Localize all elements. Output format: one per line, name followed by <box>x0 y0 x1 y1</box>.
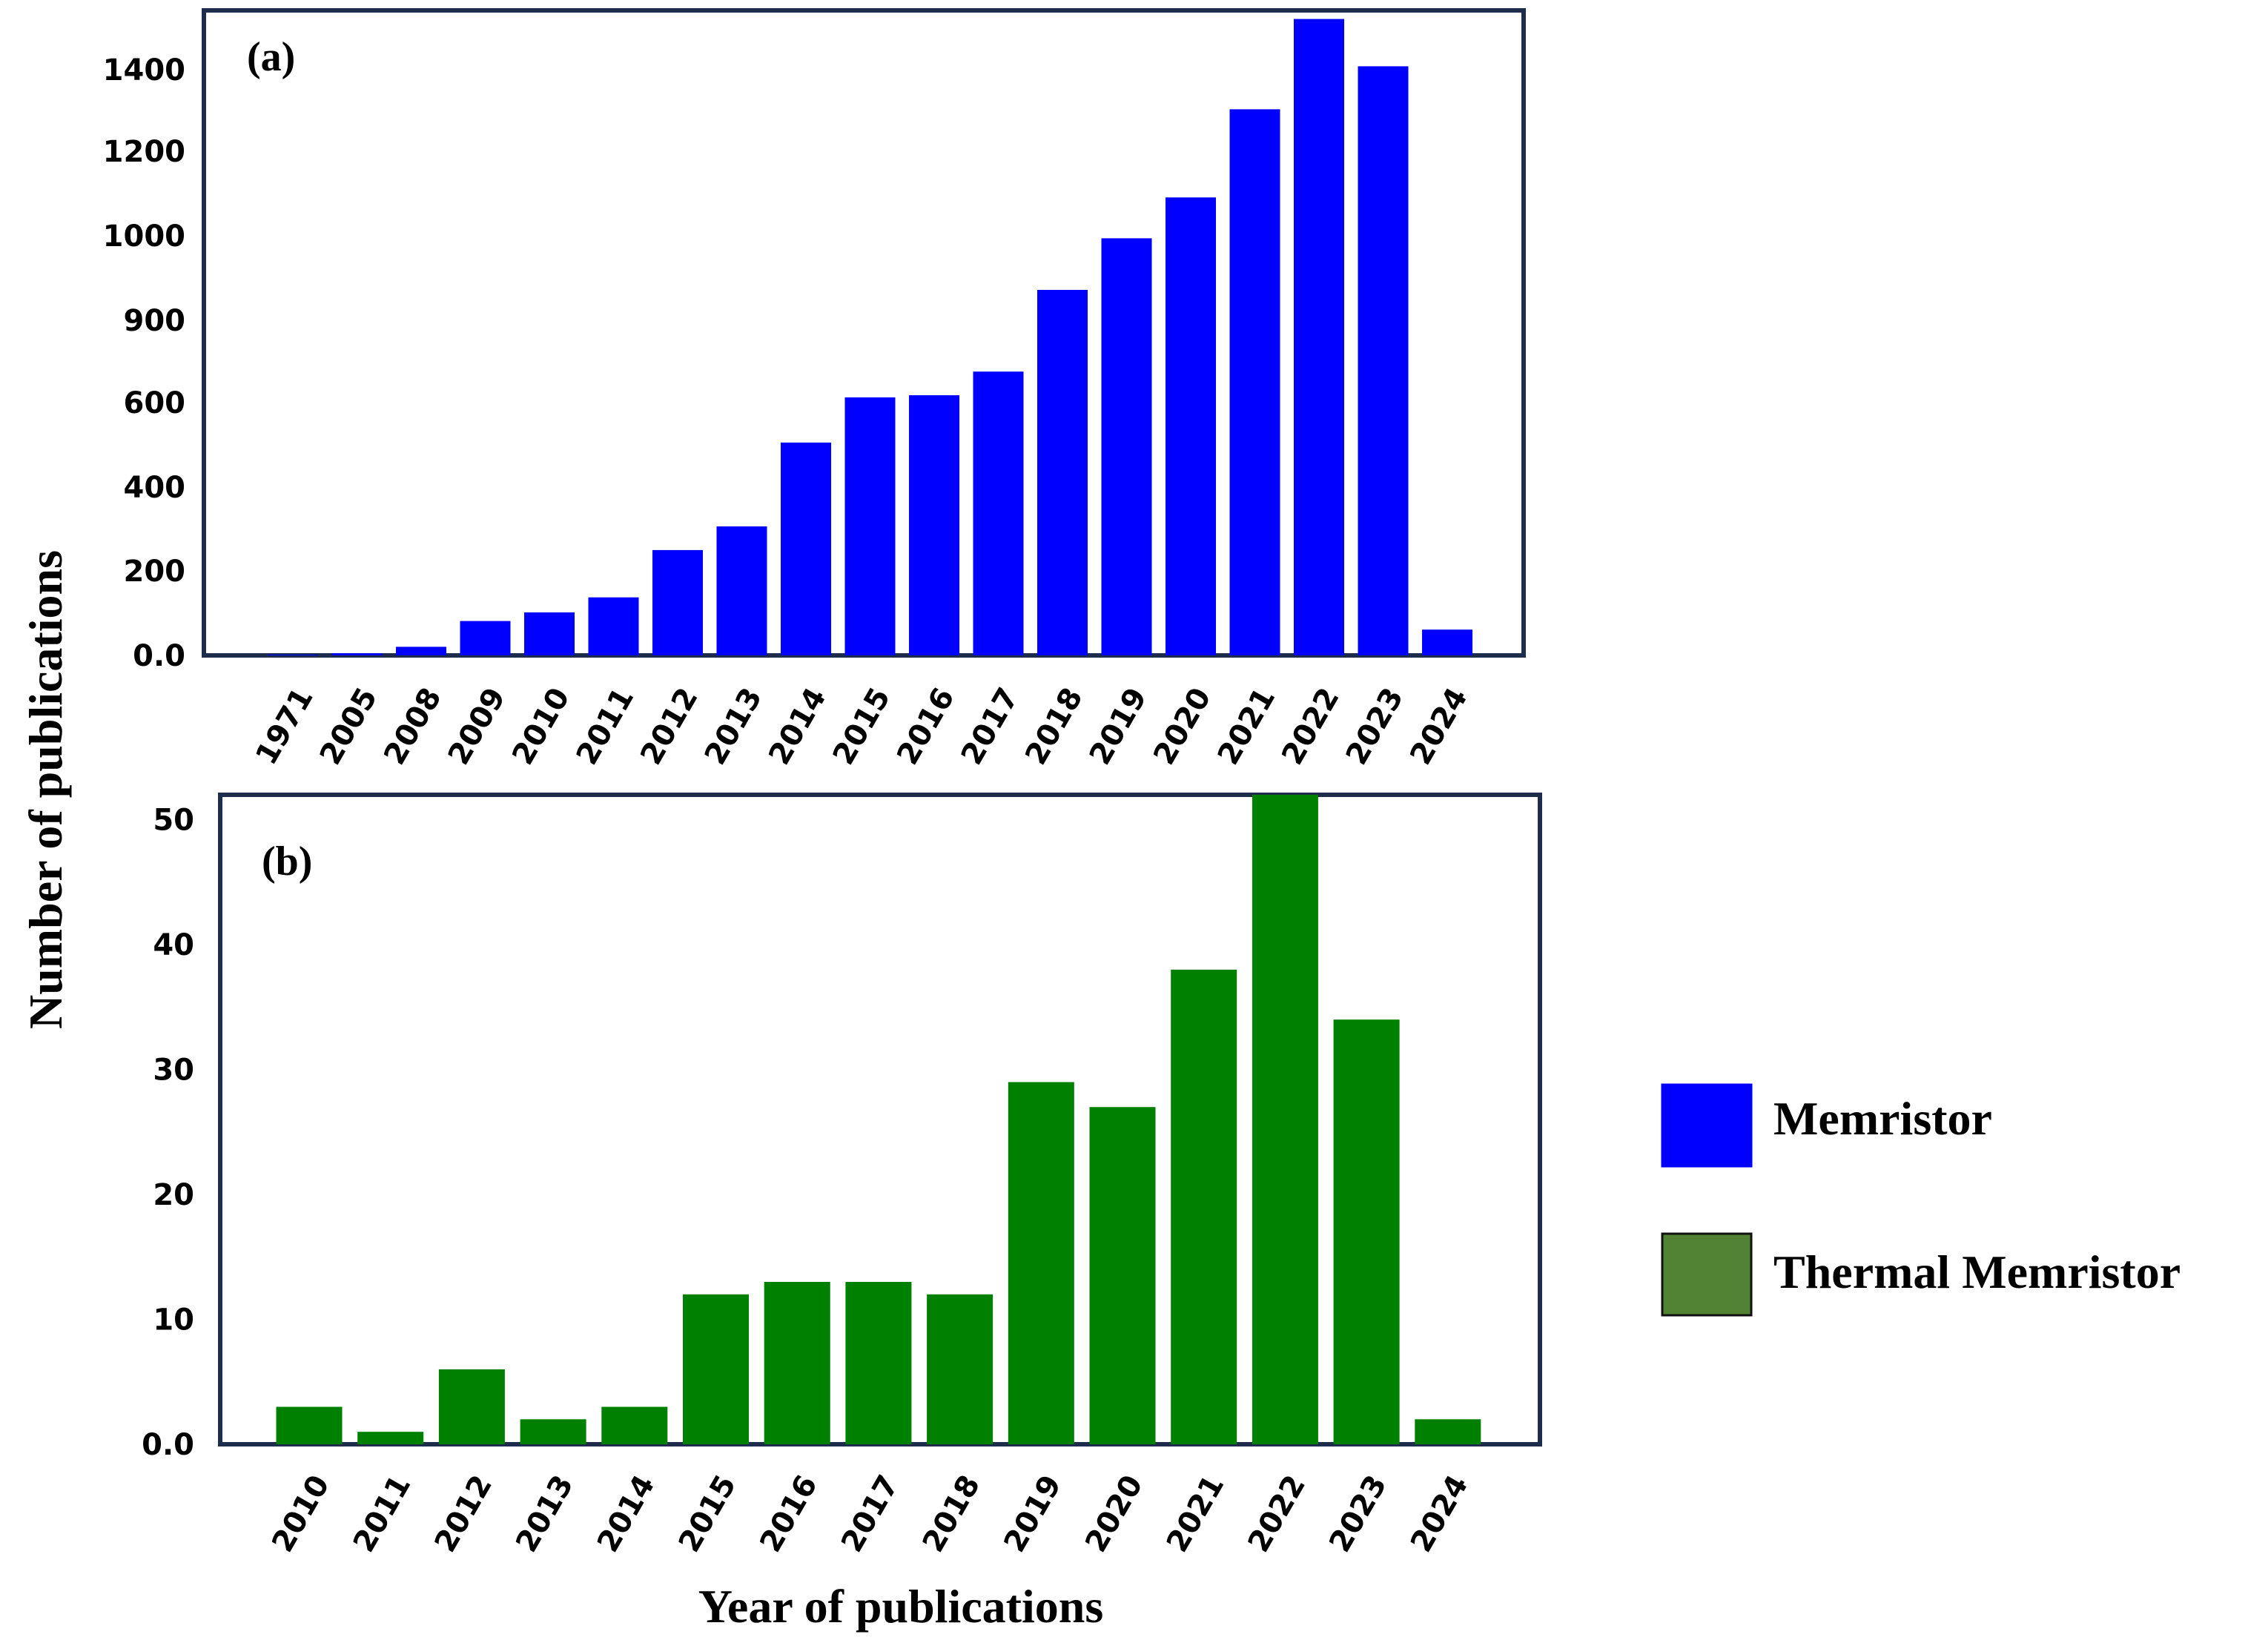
bar-2005 <box>331 653 383 655</box>
y-tick-label: 1400 <box>103 53 185 87</box>
panel-b-y-ticks: 0.0 10 20 30 40 50 <box>142 804 194 1462</box>
bar-2013 <box>520 1419 586 1444</box>
y-axis-title: Number of publications <box>19 550 72 1029</box>
x-tick-label: 2005 <box>314 682 385 770</box>
bar-2023 <box>1333 1019 1400 1444</box>
bar-2024 <box>1422 629 1472 655</box>
legend-swatch-memristor <box>1661 1083 1753 1168</box>
x-tick-label: 2015 <box>827 682 898 770</box>
x-tick-label: 2013 <box>509 1469 581 1558</box>
x-tick-label: 2017 <box>955 682 1026 770</box>
x-tick-label: 2011 <box>570 682 641 770</box>
bar-2012 <box>652 549 703 655</box>
legend-label-memristor: Memristor <box>1773 1092 1992 1145</box>
bar-2020 <box>1089 1107 1156 1444</box>
x-tick-label: 2023 <box>1323 1469 1394 1558</box>
y-tick-label: 50 <box>153 804 194 838</box>
bar-2024 <box>1415 1419 1481 1444</box>
y-tick-label: 400 <box>124 471 186 505</box>
x-axis-title: Year of publications <box>698 1580 1103 1633</box>
x-tick-label: 2015 <box>672 1469 744 1558</box>
panel-b-bars <box>276 795 1481 1444</box>
bar-2019 <box>1101 238 1152 655</box>
bar-2015 <box>844 397 896 655</box>
panel-a: (a) 0.0 200 400 600 900 1000 1200 1400 19712005… <box>103 8 1526 770</box>
y-tick-label: 1000 <box>103 219 185 254</box>
panel-a-bars <box>268 19 1472 656</box>
x-tick-label: 2012 <box>429 1469 500 1558</box>
y-tick-label: 20 <box>153 1178 194 1212</box>
bar-2013 <box>716 526 767 655</box>
y-tick-label: 200 <box>124 555 186 589</box>
bar-2009 <box>460 621 511 655</box>
bar-2011 <box>588 597 639 655</box>
bar-2008 <box>396 647 446 655</box>
x-tick-label: 2018 <box>916 1469 988 1558</box>
x-tick-label: 2022 <box>1275 682 1346 770</box>
x-tick-label: 2016 <box>753 1469 824 1558</box>
y-tick-label: 0.0 <box>133 639 185 673</box>
x-tick-label: 2017 <box>835 1469 906 1558</box>
x-tick-label: 2024 <box>1404 682 1475 770</box>
legend: Memristor Thermal Memristor <box>1661 1083 2181 1317</box>
x-tick-label: 2022 <box>1242 1469 1313 1558</box>
x-tick-label: 2023 <box>1340 682 1411 770</box>
bar-2010 <box>524 612 575 655</box>
bar-2018 <box>927 1294 994 1444</box>
x-tick-label: 2019 <box>1083 682 1154 770</box>
y-tick-label: 40 <box>153 928 194 962</box>
y-tick-label: 10 <box>153 1303 194 1338</box>
bar-2014 <box>781 442 831 655</box>
x-tick-label: 2021 <box>1211 682 1283 770</box>
bar-2022 <box>1294 19 1344 656</box>
y-tick-label: 0.0 <box>142 1428 194 1462</box>
x-tick-label: 2019 <box>997 1469 1068 1558</box>
x-tick-label: 2008 <box>377 682 449 770</box>
x-tick-label: 2014 <box>762 682 833 770</box>
x-tick-label: 2016 <box>890 682 962 770</box>
bar-2023 <box>1358 66 1409 655</box>
bar-2016 <box>909 395 959 655</box>
y-tick-label: 900 <box>124 304 186 338</box>
x-tick-label: 2014 <box>591 1469 662 1558</box>
x-tick-label: 2021 <box>1160 1469 1231 1558</box>
bar-2016 <box>764 1282 830 1444</box>
x-tick-label: 2011 <box>347 1469 418 1558</box>
x-tick-label: 2024 <box>1404 1469 1475 1558</box>
bar-2020 <box>1166 197 1216 655</box>
x-tick-label: 2020 <box>1147 682 1218 770</box>
panel-b-label: (b) <box>262 839 312 885</box>
x-tick-label: 2009 <box>442 682 513 770</box>
x-tick-label: 2010 <box>265 1469 337 1558</box>
y-tick-label: 1200 <box>103 135 185 169</box>
bar-2021 <box>1229 109 1280 655</box>
y-tick-label: 30 <box>153 1054 194 1088</box>
bar-2014 <box>601 1406 668 1444</box>
bar-2021 <box>1171 969 1237 1444</box>
bar-2015 <box>683 1294 749 1444</box>
bar-2012 <box>438 1369 505 1444</box>
x-tick-label: 2013 <box>698 682 770 770</box>
bar-2010 <box>276 1406 343 1444</box>
bar-2022 <box>1252 795 1318 1444</box>
legend-swatch-thermal-memristor <box>1661 1232 1753 1317</box>
bar-2018 <box>1037 290 1088 655</box>
x-tick-label: 2020 <box>1079 1469 1150 1558</box>
x-tick-label: 2010 <box>506 682 577 770</box>
x-tick-label: 2018 <box>1019 682 1090 770</box>
panel-a-x-ticks: 1971200520082009201020112012201320142015… <box>249 682 1475 770</box>
x-tick-label: 1971 <box>249 682 320 770</box>
bar-2017 <box>973 371 1024 655</box>
panel-a-label: (a) <box>247 34 295 80</box>
bar-2011 <box>357 1432 424 1444</box>
bar-2019 <box>1008 1082 1074 1444</box>
panel-a-y-ticks: 0.0 200 400 600 900 1000 1200 1400 <box>103 53 185 673</box>
legend-label-thermal-memristor: Thermal Memristor <box>1773 1246 2181 1298</box>
y-tick-label: 600 <box>124 386 186 420</box>
bar-2017 <box>845 1282 912 1444</box>
panel-b-x-ticks: 2010 2011 2012 2013 2014 2015 2016 2017 2018 2019… <box>265 1469 1475 1558</box>
x-tick-label: 2012 <box>634 682 705 770</box>
